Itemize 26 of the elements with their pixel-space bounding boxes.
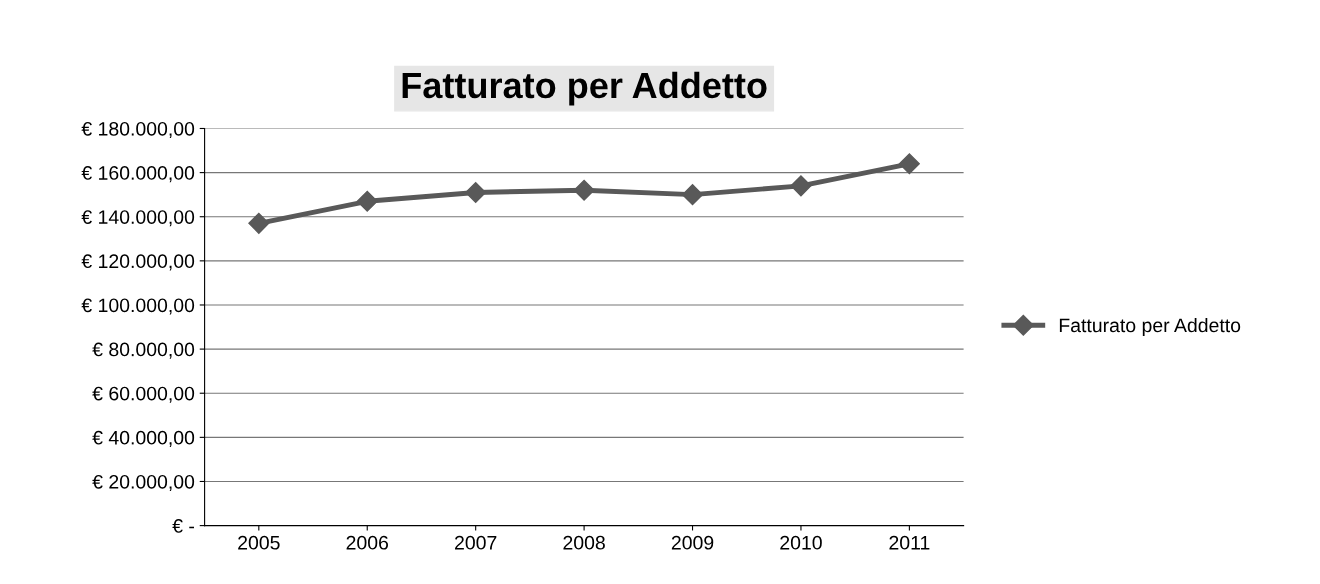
x-tick-label: 2008 xyxy=(563,535,605,550)
point xyxy=(898,153,920,175)
chart-title: Fatturato per Addetto xyxy=(402,71,767,106)
y-tick-label: € 120.000,00 xyxy=(81,254,195,271)
point xyxy=(790,175,812,197)
x-tick-label: 2009 xyxy=(671,535,714,550)
y-tick-label: € 100.000,00 xyxy=(81,298,195,315)
y-tick-label: € 80.000,00 xyxy=(92,342,195,359)
y-tick-label: € 180.000,00 xyxy=(81,121,195,139)
point xyxy=(682,184,704,206)
y-tick-label: € 20.000,00 xyxy=(92,474,195,492)
x-tick-label: 2007 xyxy=(455,535,497,550)
x-tick-label: 2005 xyxy=(238,535,280,550)
y-tick-label: € 60.000,00 xyxy=(92,386,195,403)
x-tick-label: 2010 xyxy=(780,535,822,550)
point xyxy=(573,179,595,201)
point xyxy=(465,181,487,203)
y-tick-label: € 140.000,00 xyxy=(81,210,195,227)
point xyxy=(356,190,378,212)
point xyxy=(248,212,270,234)
x-tick-label: 2006 xyxy=(346,535,389,550)
y-tick-label: € 40.000,00 xyxy=(92,430,195,447)
x-tick-label: 2011 xyxy=(889,535,930,550)
y-tick-label: € 160.000,00 xyxy=(81,166,195,183)
y-tick-label: € - xyxy=(172,519,195,533)
legend-label: Fatturato per Addetto xyxy=(1059,317,1241,337)
